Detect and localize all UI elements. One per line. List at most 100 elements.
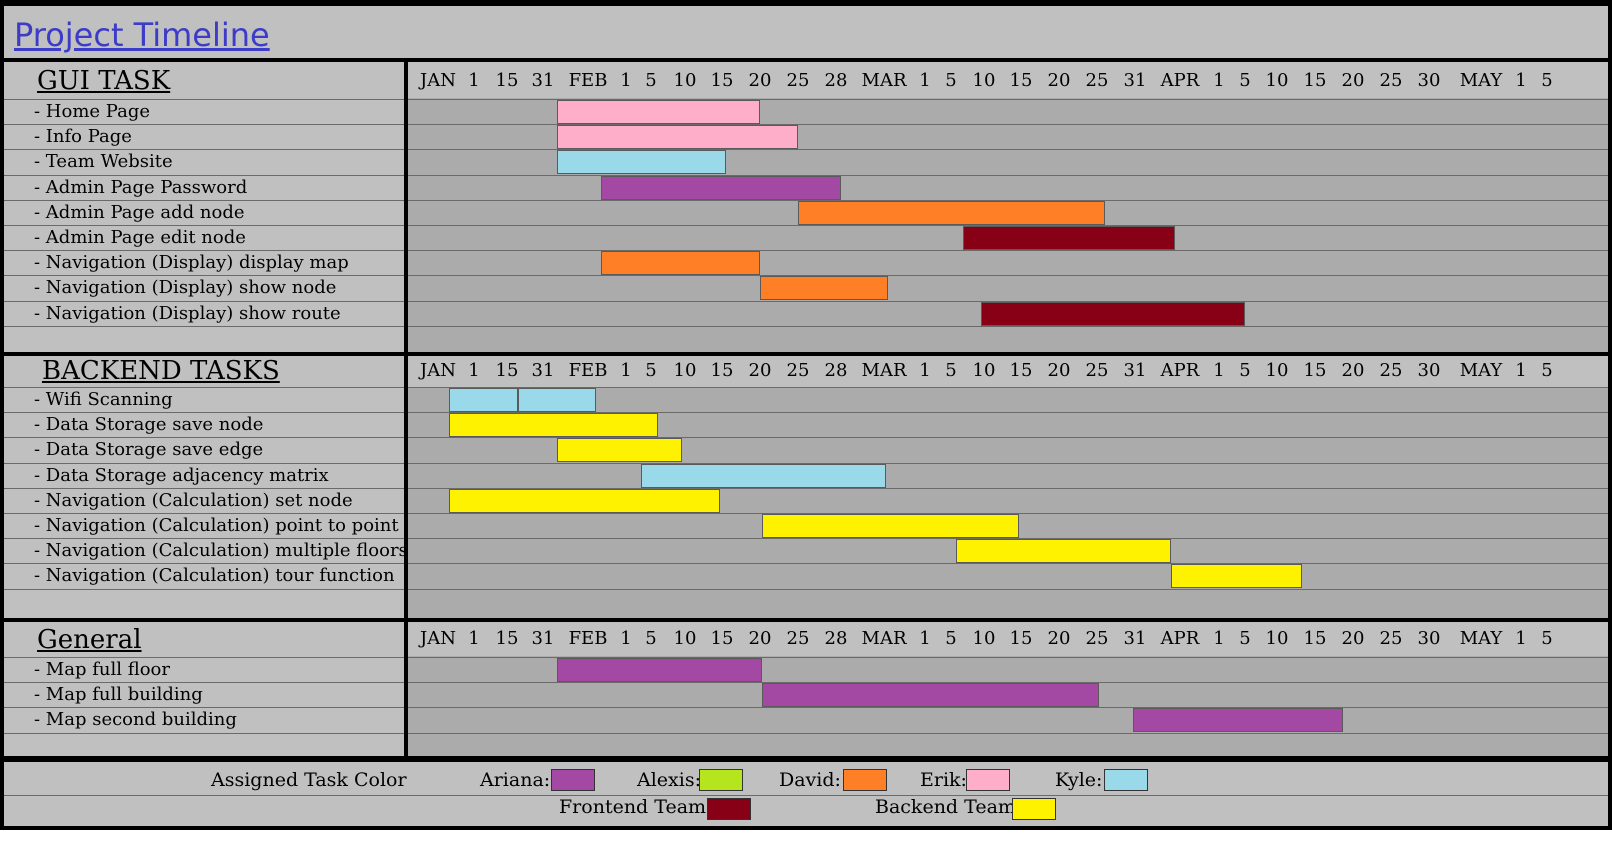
title-bar: Project Timeline	[4, 6, 1608, 58]
tick-label: 15	[1303, 360, 1327, 381]
empty-row	[4, 325, 404, 350]
task-bar[interactable]	[601, 251, 760, 276]
section-title: BACKEND TASKS	[42, 356, 280, 386]
tick-label: MAR	[861, 70, 907, 91]
task-label: - Navigation (Calculation) set node	[4, 487, 404, 512]
section-1: BACKEND TASKS - Wifi Scanning - Data Stora…	[4, 356, 1608, 618]
task-bar[interactable]	[556, 438, 682, 463]
legend-label-ariana: Ariana:	[480, 769, 551, 791]
grid-row-line	[408, 199, 1608, 201]
grid-row-line	[408, 325, 1608, 327]
task-bar[interactable]	[556, 100, 760, 124]
tick-label: 20	[1341, 628, 1365, 649]
legend-swatch-alexis	[699, 769, 743, 791]
tick-label: 15	[1009, 628, 1033, 649]
task-label-column: General - Map full floor - Map full buildi…	[4, 622, 404, 756]
task-bar[interactable]	[641, 463, 887, 488]
legend-label-alexis: Alexis:	[637, 769, 701, 791]
task-bar[interactable]	[761, 514, 1020, 538]
tick-label: 15	[1303, 70, 1327, 91]
task-bar[interactable]	[601, 175, 841, 200]
task-bar[interactable]	[962, 226, 1176, 250]
tick-label: 25	[786, 360, 810, 381]
grid-row-line	[408, 412, 1608, 414]
tick-label: 5	[1541, 70, 1553, 91]
tick-label: 5	[1541, 360, 1553, 381]
legend-label-erik: Erik:	[920, 769, 967, 791]
tick-label: 10	[673, 360, 697, 381]
tick-label: 1	[1515, 360, 1527, 381]
tick-label: MAY	[1459, 70, 1503, 91]
tick-label: 1	[468, 628, 480, 649]
tick-label: 1	[1515, 70, 1527, 91]
tick-label: 28	[824, 360, 848, 381]
task-bar[interactable]	[448, 488, 721, 513]
section-2: General - Map full floor - Map full buildi…	[4, 622, 1608, 756]
empty-row	[4, 732, 404, 757]
tick-label: 20	[1341, 70, 1365, 91]
tick-label: 20	[748, 70, 772, 91]
tick-label: 1	[468, 360, 480, 381]
tick-label: 1	[620, 628, 632, 649]
task-bar[interactable]	[448, 388, 518, 412]
task-label-column: GUI TASK - Home Page - Info Page - Team Web…	[4, 62, 404, 352]
grid-row-line	[408, 437, 1608, 439]
tick-label: 15	[495, 360, 519, 381]
task-label: - Data Storage save node	[4, 412, 404, 436]
task-bar[interactable]	[798, 200, 1105, 225]
tick-label: 5	[1239, 628, 1251, 649]
tick-label: 10	[1265, 70, 1289, 91]
task-bar[interactable]	[955, 539, 1171, 564]
timeline-header	[408, 356, 1608, 388]
task-label-column: BACKEND TASKS - Wifi Scanning - Data Stora…	[4, 356, 408, 618]
tick-label: 1	[919, 360, 931, 381]
section-0: GUI TASK - Home Page - Info Page - Team Web…	[4, 62, 1608, 352]
task-bar[interactable]	[556, 150, 726, 175]
grid-row-line	[408, 682, 1608, 684]
legend-divider	[4, 795, 1608, 796]
empty-row	[4, 588, 404, 613]
tick-label: 30	[1417, 70, 1441, 91]
tick-label: 25	[1085, 628, 1109, 649]
task-bar[interactable]	[517, 388, 596, 412]
grid-row-line	[408, 732, 1608, 734]
task-bar[interactable]	[556, 658, 762, 682]
tick-label: 10	[673, 628, 697, 649]
tick-label: 25	[1085, 360, 1109, 381]
legend-swatch-kyle	[1104, 769, 1148, 791]
task-bar[interactable]	[980, 301, 1245, 326]
task-bar[interactable]	[760, 276, 889, 301]
tick-label: FEB	[568, 360, 608, 381]
grid-row-line	[408, 563, 1608, 565]
section-title: GUI TASK	[37, 66, 171, 96]
task-bar[interactable]	[556, 125, 798, 150]
tick-label: FEB	[568, 628, 608, 649]
tick-label: MAY	[1459, 360, 1503, 381]
tick-label: 30	[1417, 628, 1441, 649]
grid-row-line	[408, 225, 1608, 226]
legend-swatch-david	[843, 769, 887, 791]
tick-label: MAR	[861, 628, 907, 649]
tick-label: 5	[645, 360, 657, 381]
task-bar[interactable]	[448, 413, 658, 438]
page-title[interactable]: Project Timeline	[14, 16, 270, 54]
tick-label: 5	[1239, 70, 1251, 91]
tick-label: 1	[620, 70, 632, 91]
legend-title: Assigned Task Color	[211, 769, 407, 791]
tick-label: 5	[645, 628, 657, 649]
tick-label: 5	[945, 628, 957, 649]
tick-label: 31	[1123, 70, 1147, 91]
task-bar[interactable]	[761, 683, 1099, 708]
task-label: - Data Storage save edge	[4, 437, 404, 461]
task-bar[interactable]	[1133, 708, 1344, 733]
task-label: - Info Page	[4, 124, 404, 148]
tick-label: 31	[531, 70, 555, 91]
tick-label: 25	[1379, 628, 1403, 649]
tick-label: 1	[1213, 628, 1225, 649]
legend-swatch-ariana	[551, 769, 595, 791]
grid-row-line	[408, 149, 1608, 151]
tick-label: 1	[919, 70, 931, 91]
task-bar[interactable]	[1171, 564, 1302, 589]
legend: Assigned Task Color Ariana: Alexis: Davi…	[4, 762, 1608, 826]
tick-label: 5	[1239, 360, 1251, 381]
